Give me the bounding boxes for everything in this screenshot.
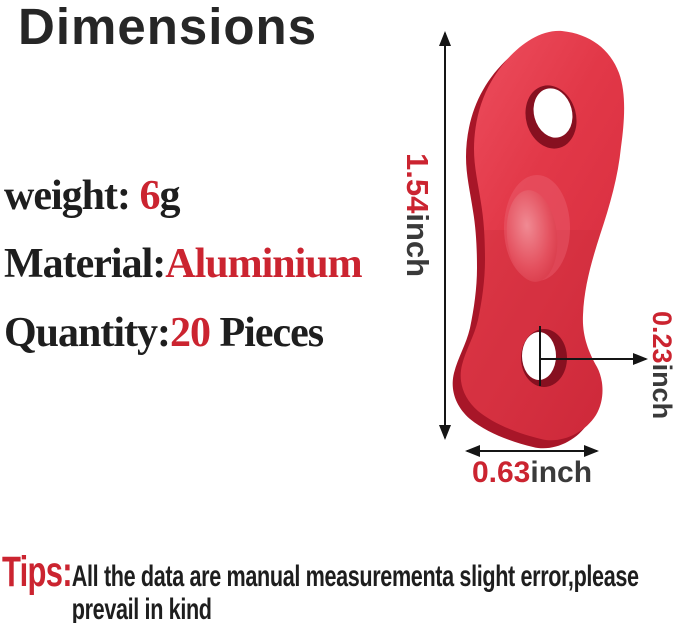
spec-weight-suffix: g [159,173,180,219]
spec-material-value: Aluminium [165,241,362,287]
spec-quantity-suffix: Pieces [210,310,325,356]
tips-note: Tips: All the data are manual measurement… [2,548,639,623]
width-unit: inch [530,456,593,489]
spec-quantity-value: 20 [170,310,211,356]
width-dimension-arrow [465,445,599,457]
tensioner-upper-hole [533,88,573,138]
height-unit: inch [400,213,435,278]
tips-label: Tips: [2,548,73,596]
spec-weight-value: 6 [139,173,160,219]
width-dimension-label: 0.63inch [462,456,602,490]
tips-line2: prevail in kind [71,593,212,623]
hole-dimension-label: 0.23inch [646,311,677,419]
height-dimension-label: 1.54inch [399,153,435,277]
tips-line1: All the data are manual measurementa sli… [71,560,639,593]
page-title: Dimensions [18,0,318,55]
spec-weight: weight: 6g [4,172,180,220]
spec-material-label: Material: [4,241,166,287]
spec-weight-label: weight: [4,173,140,219]
spec-quantity-label: Quantity: [4,310,171,356]
product-image-guyline-tensioner [452,30,625,449]
spec-material: Material:Aluminium [4,240,363,288]
hole-dimension-arrow [540,353,648,365]
tensioner-bump [506,190,558,282]
width-value: 0.63 [471,456,531,489]
tips-text: All the data are manual measurementa sli… [72,560,639,623]
height-dimension-arrow [439,31,451,440]
hole-unit: inch [647,363,677,420]
spec-quantity: Quantity:20 Pieces [4,309,325,357]
hole-value: 0.23 [647,311,677,364]
hole-crosshair-vertical-line [539,326,541,386]
height-value: 1.54 [400,153,435,214]
